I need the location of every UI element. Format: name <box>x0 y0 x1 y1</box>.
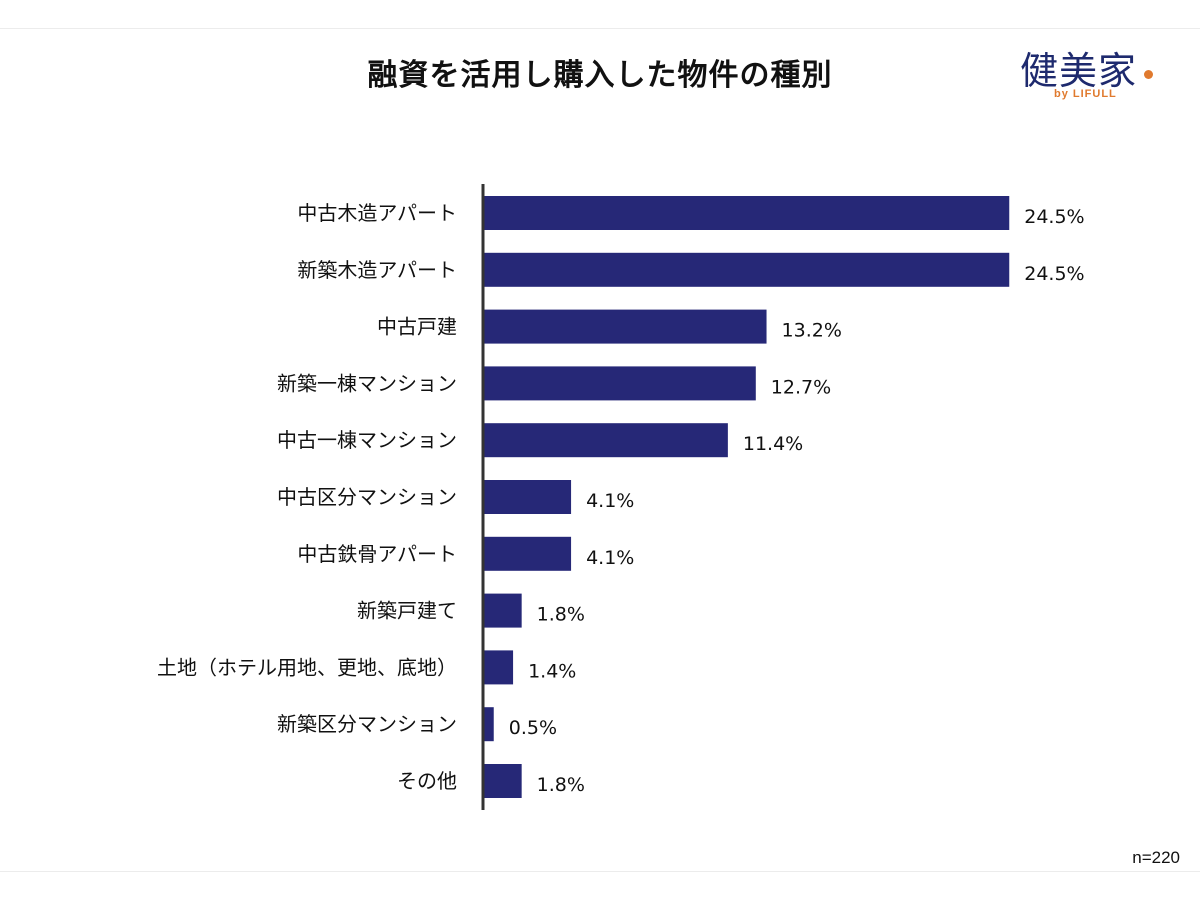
bar <box>483 650 514 685</box>
bar <box>483 196 1010 230</box>
chart-title: 融資を活用し購入した物件の種別 <box>367 58 833 93</box>
value-label: 0.5% <box>509 717 557 739</box>
sample-size-note: n=220 <box>1132 848 1180 867</box>
category-label: 新築区分マンション <box>277 712 457 736</box>
category-label: 中古戸建 <box>377 315 457 339</box>
bar <box>483 309 767 344</box>
value-label: 11.4% <box>743 433 803 455</box>
value-label: 1.4% <box>528 660 576 682</box>
bar <box>483 423 728 458</box>
bar <box>483 252 1010 287</box>
logo-dot-icon <box>1144 70 1153 79</box>
category-label: 新築戸建て <box>357 599 457 623</box>
category-label: その他 <box>397 769 457 793</box>
value-label: 1.8% <box>537 774 585 796</box>
bar <box>483 764 522 798</box>
bar <box>483 480 572 514</box>
category-label: 中古鉄骨アパート <box>297 542 457 566</box>
brand-logo: 健美家 by LIFULL <box>1020 40 1170 104</box>
category-label: 新築木造アパート <box>297 258 457 282</box>
logo-sub-text: by LIFULL <box>1054 88 1117 100</box>
value-label: 4.1% <box>586 547 634 569</box>
bar <box>483 707 494 742</box>
bar <box>483 593 522 628</box>
category-label: 中古木造アパート <box>297 201 457 225</box>
category-label: 新築一棟マンション <box>277 371 457 395</box>
category-label: 土地（ホテル用地、更地、底地） <box>157 655 457 679</box>
value-label: 13.2% <box>782 320 842 342</box>
value-label: 24.5% <box>1024 206 1084 228</box>
bar <box>483 536 572 571</box>
value-label: 12.7% <box>771 376 831 398</box>
value-label: 1.8% <box>537 604 585 626</box>
bar <box>483 366 756 401</box>
value-label: 4.1% <box>586 490 634 512</box>
value-label: 24.5% <box>1024 263 1084 285</box>
logo-main-text: 健美家 <box>1020 49 1138 93</box>
category-label: 中古区分マンション <box>277 485 457 509</box>
category-label: 中古一棟マンション <box>277 428 457 452</box>
